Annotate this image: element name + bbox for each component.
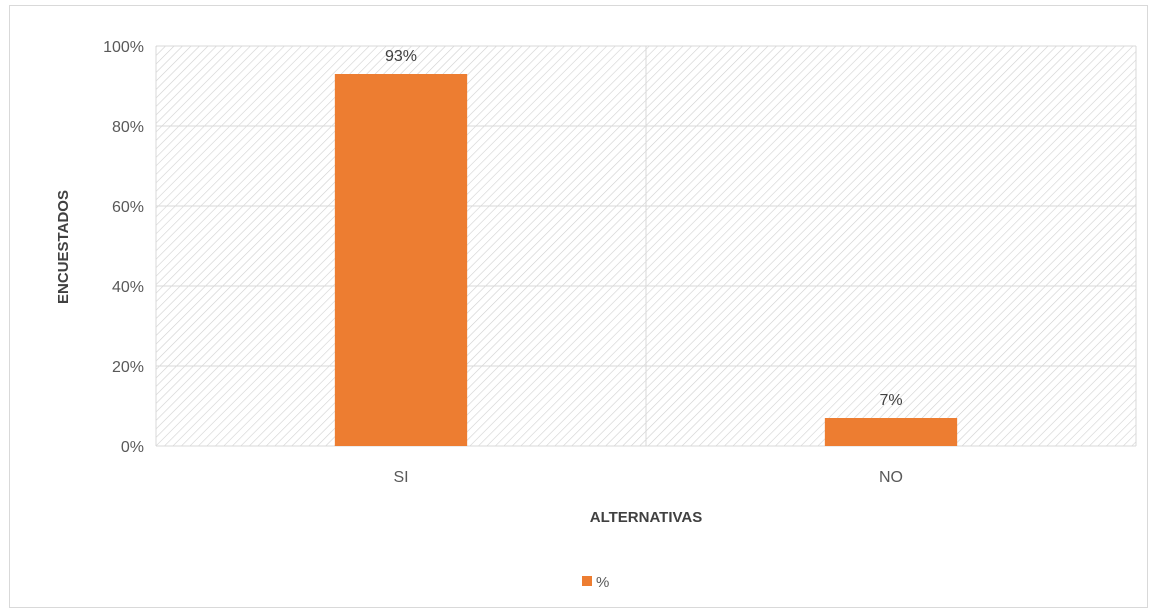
y-tick-label: 80% xyxy=(112,119,144,136)
x-axis-title: ALTERNATIVAS xyxy=(590,509,703,526)
bars xyxy=(334,74,958,446)
data-label-si: 93% xyxy=(385,48,417,65)
y-tick-label: 60% xyxy=(112,199,144,216)
data-label-no: 7% xyxy=(879,392,902,409)
x-tick-label: NO xyxy=(879,469,903,486)
y-tick-label: 20% xyxy=(112,359,144,376)
y-tick-label: 0% xyxy=(121,439,144,456)
y-axis-title: ENCUESTADOS xyxy=(55,190,72,304)
legend-label: % xyxy=(596,574,609,591)
grid-lines xyxy=(155,45,1137,447)
legend: % xyxy=(582,574,609,591)
y-tick-label: 100% xyxy=(103,39,144,56)
bar-no xyxy=(824,418,958,446)
y-tick-label: 40% xyxy=(112,279,144,296)
legend-swatch-icon xyxy=(582,576,592,586)
bar-si xyxy=(334,74,468,446)
labels: 0% 20% 40% 60% 80% 100% 93% SI 7% NO xyxy=(103,39,903,486)
bar-chart: 0%20%40%60%80%100%93%SI7%NO ENCUESTADOS … xyxy=(55,39,1137,591)
chart-frame: 0% 20% 40% 60% 80% 100% 93% SI 7% NO ENCUESTADOS … xyxy=(9,5,1148,608)
x-tick-label: SI xyxy=(393,469,408,486)
